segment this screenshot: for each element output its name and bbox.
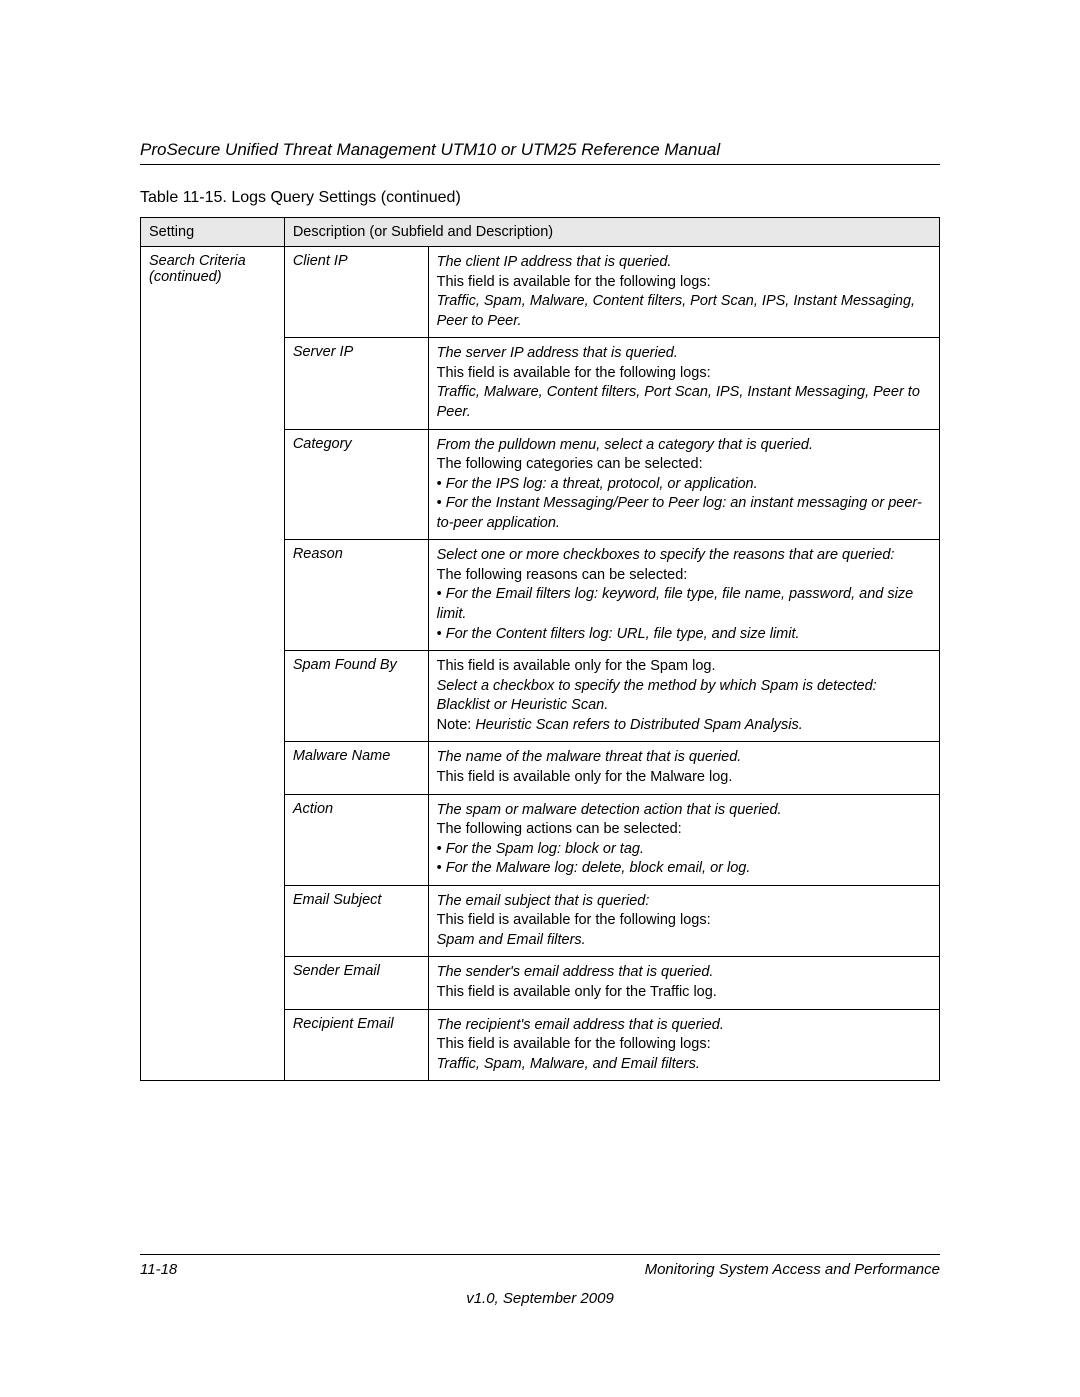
subfield-cell: Action [284,794,428,885]
subfield-cell: Spam Found By [284,651,428,742]
subfield-cell: Server IP [284,338,428,429]
subfield-cell: Sender Email [284,957,428,1009]
page: ProSecure Unified Threat Management UTM1… [0,0,1080,1397]
subfield-cell: Recipient Email [284,1009,428,1081]
subfield-cell: Category [284,429,428,540]
description-cell: The spam or malware detection action tha… [428,794,939,885]
description-cell: The email subject that is queried:This f… [428,885,939,957]
table-caption: Table 11-15. Logs Query Settings (contin… [140,189,940,207]
footer-right: Monitoring System Access and Performance [645,1261,940,1278]
subfield-cell: Malware Name [284,742,428,794]
top-rule [140,164,940,165]
setting-group-cell: Search Criteria (continued) [141,247,285,1081]
description-cell: The sender's email address that is queri… [428,957,939,1009]
table-body: Search Criteria (continued)Client IPThe … [141,247,940,1081]
subfield-cell: Email Subject [284,885,428,957]
subfield-cell: Reason [284,540,428,651]
description-cell: From the pulldown menu, select a categor… [428,429,939,540]
table-header-row: Setting Description (or Subfield and Des… [141,218,940,247]
table-row: Search Criteria (continued)Client IPThe … [141,247,940,338]
description-cell: The client IP address that is queried.Th… [428,247,939,338]
th-description: Description (or Subfield and Description… [284,218,939,247]
subfield-cell: Client IP [284,247,428,338]
logs-table: Setting Description (or Subfield and Des… [140,217,940,1081]
page-number: 11-18 [140,1261,177,1278]
th-setting: Setting [141,218,285,247]
description-cell: This field is available only for the Spa… [428,651,939,742]
footer: 11-18 Monitoring System Access and Perfo… [140,1254,940,1307]
description-cell: Select one or more checkboxes to specify… [428,540,939,651]
doc-title: ProSecure Unified Threat Management UTM1… [140,140,940,160]
description-cell: The server IP address that is queried.Th… [428,338,939,429]
footer-center: v1.0, September 2009 [140,1290,940,1307]
description-cell: The name of the malware threat that is q… [428,742,939,794]
bottom-rule [140,1254,940,1255]
description-cell: The recipient's email address that is qu… [428,1009,939,1081]
